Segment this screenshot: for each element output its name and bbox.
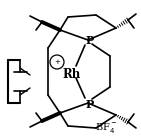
Text: BF$_4^-$: BF$_4^-$ xyxy=(95,121,117,135)
Text: P: P xyxy=(86,35,94,47)
Text: Rh: Rh xyxy=(63,67,81,80)
Text: +: + xyxy=(54,59,60,65)
Text: P: P xyxy=(86,99,94,109)
